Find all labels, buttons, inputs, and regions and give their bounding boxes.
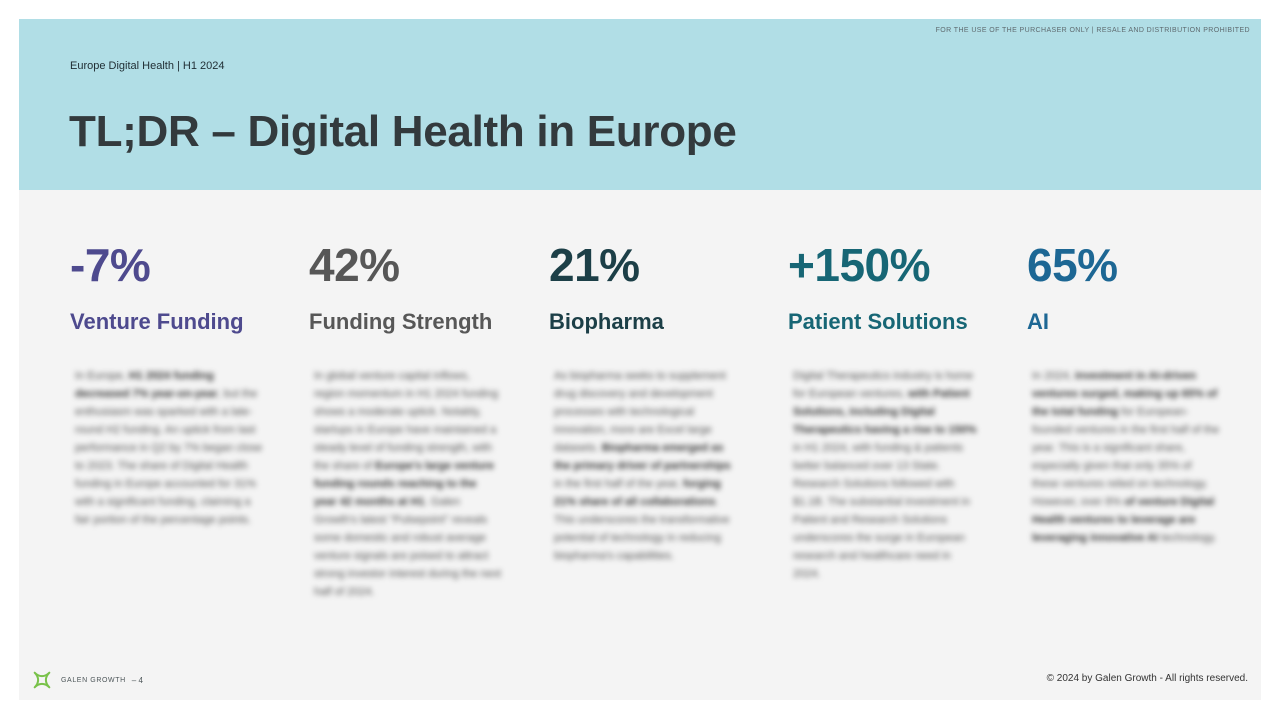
stat-body: Digital Therapeutics industry is home fo…: [793, 370, 977, 580]
stat-figure: 65%: [1027, 239, 1118, 291]
stat-column-biopharma: 21% Biopharma As biopharma seeks to supp…: [549, 239, 749, 565]
stat-figure: +150%: [788, 239, 931, 291]
stat-column-patient-solutions: +150% Patient Solutions Digital Therapeu…: [788, 239, 988, 583]
stat-body: In 2024, investment in AI-driven venture…: [1032, 370, 1220, 544]
brand-name: GALEN GROWTH: [61, 676, 126, 684]
footer-brand: GALEN GROWTH – 4: [31, 669, 143, 691]
stat-body: As biopharma seeks to supplement drug di…: [554, 370, 731, 562]
stat-figure: 21%: [549, 239, 640, 291]
stat-figure: 42%: [309, 239, 400, 291]
stat-column-funding-strength: 42% Funding Strength In global venture c…: [309, 239, 509, 601]
usage-notice: FOR THE USE OF THE PURCHASER ONLY | RESA…: [935, 27, 1250, 34]
stat-body: In global venture capital inflows, regio…: [314, 370, 502, 598]
page-number: – 4: [131, 675, 143, 685]
slide: FOR THE USE OF THE PURCHASER ONLY | RESA…: [19, 19, 1261, 700]
stat-label: AI: [1027, 309, 1049, 334]
stat-figure: -7%: [70, 239, 151, 291]
stat-label: Funding Strength: [309, 309, 493, 334]
report-eyebrow: Europe Digital Health | H1 2024: [70, 60, 225, 72]
stat-label: Biopharma: [549, 309, 664, 334]
stat-column-venture-funding: -7% Venture Funding In Europe, H1 2024 f…: [70, 239, 270, 529]
stat-label: Venture Funding: [70, 309, 244, 334]
stat-column-ai: 65% AI In 2024, investment in AI-driven …: [1027, 239, 1227, 547]
copyright-notice: © 2024 by Galen Growth - All rights rese…: [1046, 673, 1248, 684]
galen-growth-logo-icon: [33, 671, 51, 689]
stat-label: Patient Solutions: [788, 309, 968, 334]
page-title: TL;DR – Digital Health in Europe: [69, 107, 737, 156]
header-band: FOR THE USE OF THE PURCHASER ONLY | RESA…: [19, 19, 1261, 190]
stat-body: In Europe, H1 2024 funding decreased 7% …: [75, 370, 263, 526]
